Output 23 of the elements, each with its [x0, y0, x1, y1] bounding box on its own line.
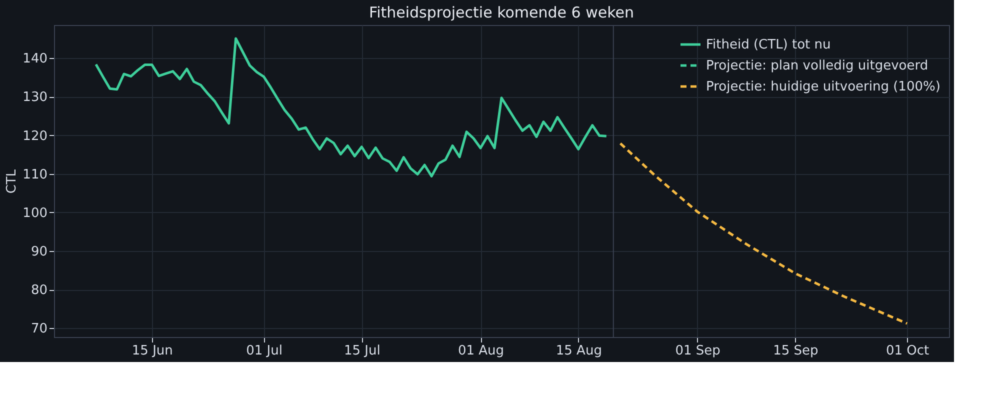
x-tick-label: 15 Sep [773, 344, 818, 358]
legend-label: Fitheid (CTL) tot nu [706, 38, 831, 52]
x-tick-label: 15 Jul [344, 344, 380, 358]
y-tick-label: 90 [30, 244, 48, 260]
x-tick-label: 15 Jun [132, 344, 173, 358]
line-series [619, 142, 908, 325]
x-tick-label: 01 Oct [886, 344, 930, 358]
x-tick-label: 15 Aug [556, 344, 602, 358]
line-series [94, 37, 608, 178]
y-axis-title: CTL [4, 168, 20, 194]
chart-title: Fitheidsprojectie komende 6 weken [369, 4, 634, 22]
y-tick-label: 70 [30, 322, 48, 337]
legend-label: Projectie: huidige uitvoering (100%) [706, 80, 940, 94]
legend-label: Projectie: plan volledig uitgevoerd [706, 58, 928, 74]
y-tick-label: 80 [30, 283, 48, 298]
y-tick-label: 130 [22, 90, 48, 106]
x-tick-label: 01 Sep [675, 344, 720, 358]
x-tick-label: 01 Aug [458, 344, 504, 358]
y-tick-label: 110 [22, 167, 48, 182]
x-tick-label: 01 Jul [246, 344, 282, 358]
y-tick-label: 140 [22, 52, 48, 67]
y-tick-label: 100 [22, 206, 48, 221]
y-tick-label: 120 [22, 128, 48, 144]
